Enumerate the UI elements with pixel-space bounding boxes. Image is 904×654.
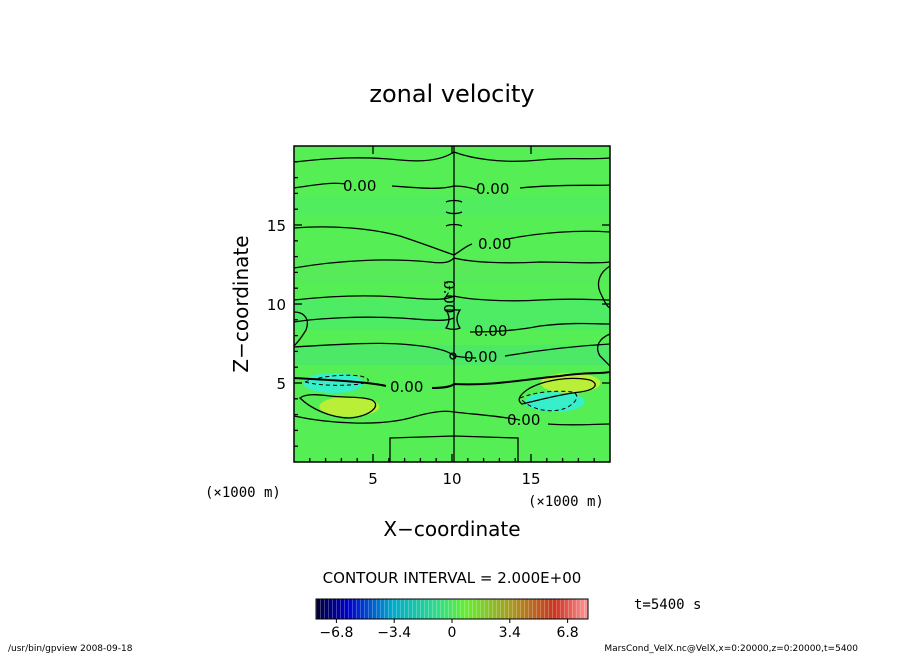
colorbar-ticks: −6.8 −3.4 0 3.4 6.8: [319, 619, 579, 641]
footer-right: MarsCond_VelX.nc@VelX,x=0:20000,z=0:2000…: [604, 644, 858, 654]
feature-negative: [524, 391, 585, 412]
colorbar-tick-label: 6.8: [556, 625, 578, 641]
feature-positive: [319, 396, 380, 417]
colorbar-tick-label: 0: [448, 625, 457, 641]
colorbar-tick-label: 3.4: [499, 625, 521, 641]
contour-label: 0.00: [474, 322, 507, 340]
contour-lines: [294, 146, 610, 462]
colorbar: −6.8 −3.4 0 3.4 6.8: [315, 598, 589, 641]
contour-label: 0.00: [478, 235, 511, 253]
plot-area: [294, 146, 610, 462]
x-tick-label: 15: [521, 470, 540, 488]
y-axis-label: Z−coordinate: [229, 235, 253, 372]
dashed-contours: [303, 281, 578, 412]
y-tick-label: 5: [276, 375, 286, 393]
feature-positive: [540, 373, 601, 393]
contour-label: 0.00: [464, 348, 497, 366]
colorbar-tick-label: −6.8: [319, 625, 353, 641]
chart-title: zonal velocity: [369, 80, 534, 108]
colorbar-tick-label: −3.4: [377, 625, 411, 641]
y-unit-label: (×1000 m): [205, 485, 281, 501]
y-tick-label: 10: [267, 296, 286, 314]
footer-left: /usr/bin/gpview 2008-09-18: [8, 644, 133, 654]
contour-label: 0.00: [343, 177, 376, 195]
y-tick-label: 15: [267, 217, 286, 235]
x-tick-label: 10: [442, 470, 461, 488]
contour-interval-text: CONTOUR INTERVAL = 2.000E+00: [323, 569, 582, 587]
contour-labels: 0.00 0.00 0.00 0.00 0.00 0.00 0.00 0.00: [343, 177, 540, 429]
contour-label: 0.00: [507, 411, 540, 429]
contour-label: 0.00: [476, 180, 509, 198]
x-unit-label: (×1000 m): [528, 494, 604, 510]
x-tick-label: 5: [368, 470, 378, 488]
contour-label: 0.00: [440, 280, 458, 313]
axis-ticks: 5 10 15 5 10 15: [267, 146, 610, 488]
x-axis-label: X−coordinate: [383, 517, 520, 541]
feature-layer: [303, 373, 601, 417]
time-text: t=5400 s: [634, 597, 701, 613]
contour-label: 0.00: [390, 378, 423, 396]
